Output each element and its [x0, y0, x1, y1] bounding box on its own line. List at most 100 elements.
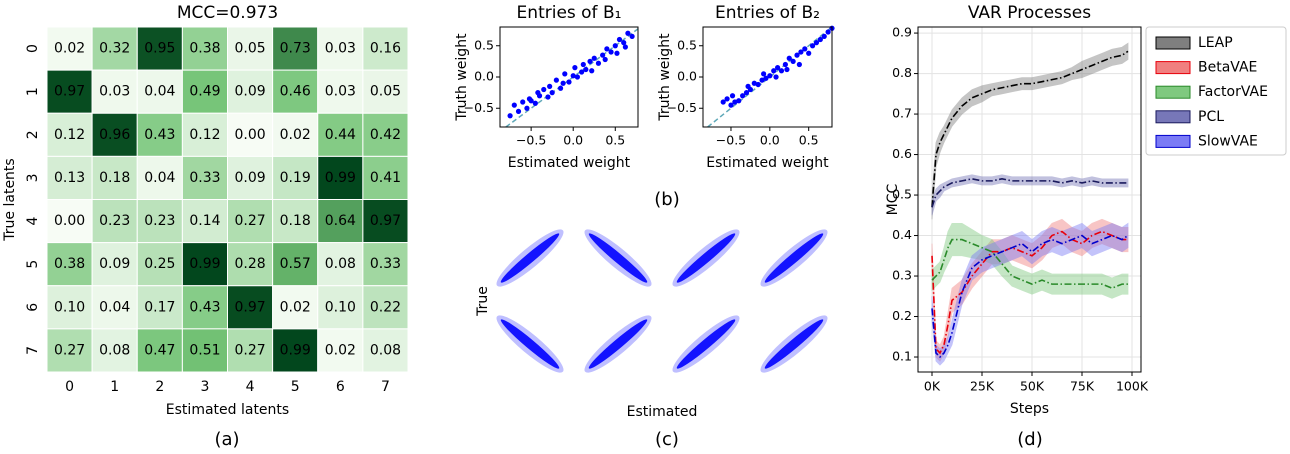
heatmap-cell: [272, 112, 319, 157]
point: [520, 99, 526, 105]
x-tick-label: 1: [110, 379, 119, 395]
point: [600, 52, 606, 58]
legend-label: SlowVAE: [1198, 133, 1258, 149]
heatmap-cell: [91, 26, 138, 71]
y-tick-label: 7: [25, 346, 41, 355]
series-line: [931, 234, 1129, 359]
x-tick-label: 4: [246, 379, 255, 395]
point: [562, 71, 568, 77]
y-tick-label: 6: [25, 303, 41, 312]
heatmap-cell: [227, 328, 274, 373]
heatmap-cell: [136, 112, 183, 157]
heatmap-cell: [362, 26, 409, 71]
cell-label: 0.08: [370, 342, 401, 358]
cell-label: 0.03: [325, 84, 356, 100]
cell-label: 0.95: [144, 41, 175, 57]
point: [625, 30, 631, 36]
chart-title: Entries of B₁: [517, 3, 622, 23]
cell-label: 0.27: [54, 342, 85, 358]
y-tick-label: −0.5: [667, 100, 697, 115]
point: [740, 93, 746, 99]
cell-label: 0.16: [370, 41, 401, 57]
series-line: [931, 230, 1128, 355]
cell-label: 0.46: [280, 84, 311, 100]
cell-label: 0.02: [280, 127, 311, 143]
cell-label: 0.28: [234, 256, 265, 272]
heatmap-cell: [136, 242, 183, 287]
heatmap-cell: [362, 242, 409, 287]
x-tick-label: 50K: [1020, 379, 1045, 394]
point: [547, 83, 553, 89]
heatmap-cell: [317, 285, 364, 330]
x-tick-label: 0: [65, 379, 74, 395]
y-tick-label: 0.0: [474, 69, 494, 84]
series-line: [931, 238, 1128, 290]
cell-label: 0.09: [234, 170, 265, 186]
heatmap-cell: [136, 155, 183, 200]
cell-label: 0.27: [234, 213, 265, 229]
point: [629, 33, 635, 39]
point: [553, 77, 559, 83]
point: [778, 68, 785, 74]
point: [621, 40, 627, 46]
heatmap-cell: [181, 155, 228, 200]
point: [794, 52, 800, 58]
cell-label: 0.03: [99, 84, 130, 100]
point: [821, 33, 827, 39]
y-tick-label: 0.0: [677, 69, 697, 84]
heatmap-cell: [91, 112, 138, 157]
cell-label: 0.33: [189, 170, 220, 186]
point: [767, 73, 773, 79]
legend-swatch: [1155, 110, 1191, 124]
point: [622, 44, 628, 50]
y-axis-label: Truth weight: [454, 33, 470, 122]
heatmap-cell: [91, 69, 138, 114]
heatmap-cell: [272, 26, 319, 71]
cell-label: 0.41: [370, 170, 401, 186]
heatmap-cell: [46, 285, 93, 330]
error-band: [931, 222, 1129, 299]
cell-label: 0.43: [189, 299, 220, 315]
heatmap-cell: [136, 328, 183, 373]
cell-label: 0.18: [280, 213, 311, 229]
x-tick-label: 5: [291, 379, 300, 395]
cell-label: 0.02: [54, 41, 85, 57]
point: [736, 98, 742, 104]
heatmap-cell: [227, 112, 274, 157]
point-cloud: [500, 233, 560, 283]
point-cloud: [764, 233, 824, 283]
heatmap-cell: [362, 112, 409, 157]
y-tick-label: 0.7: [892, 106, 912, 121]
legend-swatch: [1155, 85, 1191, 99]
chart-title: MCC=0.973: [177, 3, 278, 23]
chart-title: VAR Processes: [968, 3, 1091, 23]
heatmap-cell: [181, 199, 228, 244]
point: [825, 29, 831, 35]
heatmap-cell: [136, 285, 183, 330]
cell-label: 0.18: [99, 170, 130, 186]
plot-frame: [499, 26, 639, 128]
point: [784, 66, 790, 73]
point: [549, 90, 555, 96]
plot-frame: [702, 26, 833, 128]
y-axis-label: Truth weight: [657, 33, 673, 122]
y-tick-label: 0.5: [892, 187, 912, 202]
y-tick-label: 0.6: [892, 146, 912, 161]
heatmap-cell: [317, 155, 364, 200]
x-tick-label: 100K: [1116, 379, 1149, 394]
point: [729, 93, 736, 99]
cell-label: 0.64: [325, 213, 356, 229]
point: [541, 86, 547, 93]
legend-swatch: [1155, 36, 1191, 50]
cell-label: 0.38: [189, 41, 220, 57]
heatmap-cell: [91, 242, 138, 287]
heatmap-cell: [362, 328, 409, 373]
heatmap-cell: [181, 328, 228, 373]
cell-label: 0.99: [325, 170, 356, 186]
legend-label: PCL: [1198, 109, 1224, 125]
point: [743, 90, 750, 96]
x-tick-label: 0.5: [799, 133, 819, 148]
heatmap-cell: [181, 112, 228, 157]
cell-label: 0.17: [144, 299, 175, 315]
